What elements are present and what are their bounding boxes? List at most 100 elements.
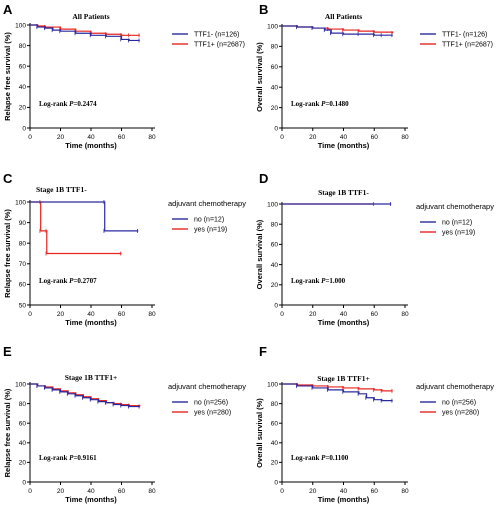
legend-label: no (n=12): [442, 220, 472, 227]
x-tick-label: 20: [309, 488, 317, 495]
legend-label: TTF1+ (n=2687): [194, 42, 245, 49]
legend-title: adjuvant chemotherapy: [416, 202, 494, 211]
x-tick-label: 60: [371, 311, 379, 318]
y-tick-label: 0: [22, 125, 26, 132]
y-axis-label: Overall survival (%): [255, 398, 264, 468]
x-tick-label: 60: [118, 311, 126, 318]
panel-c: C 50 60 70 80 90 100 0 20 40 60 80 Time (months) Rela…: [3, 171, 246, 327]
x-tick-label: 80: [148, 134, 156, 141]
panel-e: E 0 20 40 60 80 100 0 20 40 60 80 Time (months) Relap…: [3, 344, 246, 504]
y-tick-label: 80: [19, 43, 27, 50]
panel-title: Stage 1B TTF1+: [65, 373, 117, 382]
legend-label: TTF1- (n=126): [194, 32, 239, 39]
legend-title: adjuvant chemotherapy: [168, 199, 246, 208]
logrank-stat: Log-rank P=0.1100: [291, 454, 349, 462]
y-tick-label: 20: [271, 105, 279, 112]
y-tick-label: 40: [19, 440, 27, 447]
legend-label: no (n=12): [194, 217, 224, 224]
y-tick-label: 100: [15, 381, 26, 388]
y-tick-label: 40: [271, 85, 279, 92]
x-tick-label: 60: [371, 134, 379, 141]
series-line-first: [282, 383, 393, 402]
panel-a: A 0 20 40 60 80 100 0 20 40 60 80 Time (months) Relap…: [3, 2, 245, 150]
legend-label: yes (n=280): [194, 410, 231, 417]
panel-letter: A: [3, 2, 13, 17]
x-tick-label: 80: [148, 488, 156, 495]
x-tick-label: 60: [371, 488, 379, 495]
legend-label: yes (n=280): [442, 410, 479, 417]
y-tick-label: 40: [19, 84, 27, 91]
panel-title: Stage 1B TTF1-: [318, 188, 369, 197]
y-tick-label: 100: [267, 23, 278, 30]
legend-label: TTF1+ (n=2687): [442, 42, 493, 49]
x-tick-label: 60: [118, 488, 126, 495]
x-tick-label: 20: [57, 311, 65, 318]
y-tick-label: 100: [15, 199, 26, 206]
y-axis-label: Relapse free survival (%): [3, 209, 12, 298]
y-tick-label: 90: [19, 220, 27, 227]
y-tick-label: 80: [271, 401, 279, 408]
panel-letter: B: [259, 2, 268, 17]
x-tick-label: 20: [57, 134, 65, 141]
axis-lines: [281, 202, 408, 306]
logrank-stat: Log-rank P=0.1480: [291, 100, 349, 108]
legend-title: adjuvant chemotherapy: [168, 382, 246, 391]
y-tick-label: 80: [19, 241, 27, 248]
axis-lines: [29, 382, 155, 483]
y-tick-label: 60: [19, 421, 27, 428]
y-tick-label: 60: [271, 242, 279, 249]
x-axis-label: Time (months): [318, 495, 370, 504]
x-tick-label: 20: [309, 311, 317, 318]
legend-label: no (n=256): [194, 400, 228, 407]
axis-lines: [29, 23, 155, 129]
panel-title: All Patients: [72, 12, 109, 21]
x-tick-label: 80: [148, 311, 156, 318]
x-axis-label: Time (months): [65, 318, 117, 327]
x-tick-label: 60: [118, 134, 126, 141]
series-line-first: [30, 201, 139, 232]
y-tick-label: 20: [271, 282, 279, 289]
x-axis-label: Time (months): [65, 495, 117, 504]
y-tick-label: 80: [19, 401, 27, 408]
y-tick-label: 0: [274, 302, 278, 309]
x-tick-label: 80: [401, 311, 409, 318]
x-tick-label: 40: [87, 311, 95, 318]
panel-d: D 0 20 40 60 80 100 0 20 40 60 80 Time (months) Overa…: [255, 171, 494, 327]
y-axis-label: Relapse free survival (%): [3, 388, 12, 477]
x-tick-label: 0: [28, 488, 32, 495]
series-line-second: [30, 201, 122, 255]
y-axis-label: Overall survival (%): [255, 42, 264, 112]
x-tick-label: 40: [340, 488, 348, 495]
x-axis-label: Time (months): [318, 318, 370, 327]
x-tick-label: 20: [57, 488, 65, 495]
logrank-stat: Log-rank P=1.000: [291, 277, 346, 285]
panel-b: B 0 20 40 60 80 100 0 20 40 60 80 Time (months) Overa…: [255, 2, 493, 150]
legend-title: adjuvant chemotherapy: [416, 382, 494, 391]
legend-label: yes (n=19): [442, 230, 475, 237]
x-tick-label: 0: [280, 134, 284, 141]
x-tick-label: 80: [401, 134, 409, 141]
axis-lines: [281, 382, 408, 483]
series-line-first: [30, 383, 140, 408]
panel-title: Stage 1B TTF1+: [317, 374, 369, 383]
x-tick-label: 0: [280, 311, 284, 318]
x-tick-label: 40: [87, 488, 95, 495]
y-tick-label: 50: [19, 302, 27, 309]
x-tick-label: 40: [340, 134, 348, 141]
legend-label: TTF1- (n=126): [442, 32, 487, 39]
panel-f: F 0 20 40 60 80 100 0 20 40 60 80 Time (months) Overa…: [255, 344, 494, 504]
y-axis-label: Relapse free survival (%): [3, 32, 12, 121]
series-line-second: [282, 383, 393, 392]
axis-lines: [29, 200, 155, 306]
logrank-stat: Log-rank P=0.9161: [39, 454, 97, 462]
panel-letter: F: [259, 344, 267, 359]
y-tick-label: 100: [267, 381, 278, 388]
x-tick-label: 0: [28, 311, 32, 318]
y-tick-label: 40: [271, 440, 279, 447]
x-tick-label: 80: [401, 488, 409, 495]
y-tick-label: 60: [19, 282, 27, 289]
y-tick-label: 20: [271, 460, 279, 467]
panel-letter: C: [3, 171, 13, 186]
y-tick-label: 100: [267, 201, 278, 208]
